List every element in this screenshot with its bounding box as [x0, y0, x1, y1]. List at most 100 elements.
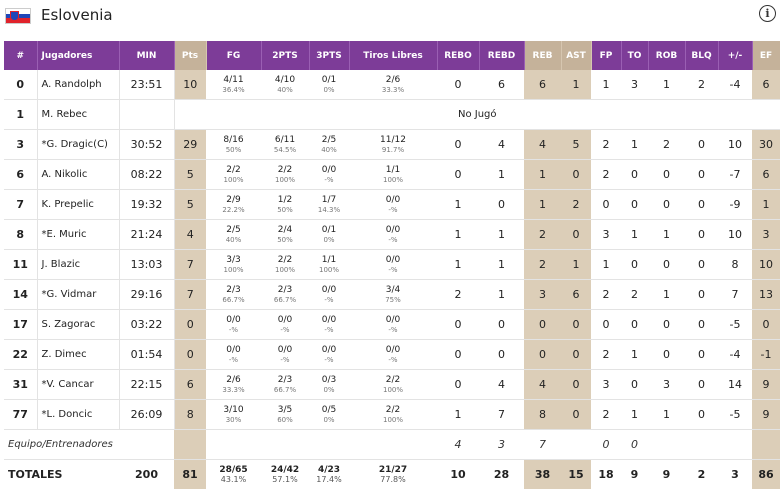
- stat-cell: 2: [591, 399, 621, 430]
- points-cell: 7: [174, 279, 206, 310]
- column-header[interactable]: TO: [621, 41, 649, 70]
- column-header[interactable]: FP: [591, 41, 622, 70]
- minutes-cell: 13:03: [119, 249, 175, 280]
- shooting-percentage: 100%: [274, 265, 295, 274]
- stat-cell: 1: [437, 219, 479, 250]
- made-attempted: 1/1: [385, 164, 401, 175]
- assists-cell: 1: [561, 70, 591, 100]
- shooting-percentage: 100%: [382, 175, 403, 184]
- column-header[interactable]: BLQ: [685, 41, 719, 70]
- column-header[interactable]: AST: [561, 41, 592, 70]
- shooting-percentage: 40%: [225, 235, 242, 244]
- player-number: 14: [4, 279, 38, 310]
- shooting-percentage: 100%: [274, 175, 295, 184]
- minutes-cell: [119, 99, 175, 130]
- column-header[interactable]: 3PTS: [309, 41, 350, 70]
- column-header[interactable]: +/-: [718, 41, 753, 70]
- table-row[interactable]: 7 K. Prepelic 19:32 5 2/9 22.2% 1/2 50% 1/7 14.3%…: [4, 189, 780, 220]
- column-header[interactable]: REBD: [479, 41, 525, 70]
- stat-cell: 3: [591, 369, 621, 400]
- player-number: 0: [4, 70, 38, 100]
- table-row[interactable]: 0 A. Randolph 23:51 10 4/11 36.4% 4/10 40% 0/1 0%…: [4, 70, 780, 100]
- column-header[interactable]: ROB: [648, 41, 686, 70]
- stat-cell: 0: [648, 159, 685, 190]
- stat-cell: 0: [621, 249, 648, 280]
- made-attempted: 0/0: [385, 224, 401, 235]
- minutes-cell: 30:52: [119, 129, 175, 160]
- shooting-cell: 8/16 50%: [206, 129, 261, 160]
- stat-cell: 0: [437, 309, 479, 340]
- made-attempted: 2/6: [226, 374, 241, 385]
- table-row[interactable]: 77 *L. Doncic 26:09 8 3/10 30% 3/5 60% 0/5 0% 2/2 1…: [4, 399, 780, 430]
- shooting-cell: 3/4 75%: [349, 279, 437, 310]
- made-attempted: 0/0: [385, 194, 401, 205]
- info-icon[interactable]: i: [759, 5, 776, 22]
- column-header[interactable]: #: [4, 41, 38, 70]
- stat-cell: [685, 429, 718, 460]
- team-name: Eslovenia: [41, 6, 113, 24]
- column-header[interactable]: Jugadores: [37, 41, 120, 70]
- stat-cell: -5: [718, 399, 752, 430]
- shooting-percentage: 60%: [277, 415, 293, 424]
- player-name: M. Rebec: [37, 99, 120, 130]
- points-cell: 6: [174, 369, 206, 400]
- stat-cell: 9: [621, 459, 648, 489]
- made-attempted: 1/2: [277, 194, 293, 205]
- shooting-cell: 2/5 40%: [206, 219, 261, 250]
- stat-cell: 1: [437, 189, 479, 220]
- shooting-cell: 2/6 33.3%: [206, 369, 261, 400]
- table-row[interactable]: 6 A. Nikolic 08:22 5 2/2 100% 2/2 100% 0/0 -% 1/1 1…: [4, 159, 780, 190]
- table-row[interactable]: 8 *E. Muric 21:24 4 2/5 40% 2/4 50% 0/1 0% 0/0 -% 1 1…: [4, 219, 780, 250]
- made-attempted: 2/2: [277, 254, 293, 265]
- made-attempted: 2/5: [321, 134, 337, 145]
- stat-cell: 4: [479, 369, 524, 400]
- table-row[interactable]: 17 S. Zagorac 03:22 0 0/0 -% 0/0 -% 0/0 -% 0/0 -% 0 0…: [4, 309, 780, 340]
- shooting-cell: 4/23 17.4%: [309, 459, 349, 489]
- shooting-cell: 2/2 100%: [349, 369, 437, 400]
- player-number: 6: [4, 159, 38, 190]
- shooting-percentage: 77.8%: [380, 474, 406, 484]
- shooting-cell: 0/0 -%: [349, 219, 437, 250]
- stat-cell: 0: [479, 309, 524, 340]
- stat-cell: 0: [685, 189, 718, 220]
- table-row[interactable]: 14 *G. Vidmar 29:16 7 2/3 66.7% 2/3 66.7% 0/0 -% 3…: [4, 279, 780, 310]
- shooting-percentage: -%: [388, 265, 398, 274]
- made-attempted: 2/4: [277, 224, 293, 235]
- assists-cell: 2: [561, 189, 591, 220]
- rebounds-cell: 2: [524, 219, 561, 250]
- stat-cell: 0: [479, 339, 524, 370]
- stat-cell: 14: [718, 369, 752, 400]
- column-header[interactable]: REB: [524, 41, 562, 70]
- stat-cell: 3: [591, 219, 621, 250]
- stat-cell: 0: [685, 369, 718, 400]
- made-attempted: 2/2: [277, 164, 293, 175]
- stat-cell: 0: [685, 219, 718, 250]
- column-header[interactable]: Tiros Libres: [349, 41, 438, 70]
- shooting-cell: 1/1 100%: [349, 159, 437, 190]
- shooting-cell: 0/1 0%: [309, 70, 349, 100]
- made-attempted: 0/0: [226, 344, 241, 355]
- player-name: Z. Dimec: [37, 339, 120, 370]
- stat-cell: 2: [648, 129, 685, 160]
- column-header[interactable]: MIN: [119, 41, 175, 70]
- shooting-percentage: 43.1%: [220, 474, 247, 484]
- column-header[interactable]: FG: [206, 41, 262, 70]
- table-row[interactable]: 22 Z. Dimec 01:54 0 0/0 -% 0/0 -% 0/0 -% 0/0 -% 0 0 0 0…: [4, 339, 780, 370]
- column-header[interactable]: 2PTS: [261, 41, 310, 70]
- points-cell: 7: [174, 249, 206, 280]
- column-header[interactable]: Pts: [174, 41, 207, 70]
- made-attempted: 0/1: [321, 224, 337, 235]
- table-row[interactable]: 1 M. Rebec No Jugó: [4, 99, 780, 130]
- efficiency-cell: 6: [752, 159, 780, 190]
- table-row[interactable]: 11 J. Blazic 13:03 7 3/3 100% 2/2 100% 1/1 100% 0/…: [4, 249, 780, 280]
- stat-cell: -7: [718, 159, 752, 190]
- table-row[interactable]: 31 *V. Cancar 22:15 6 2/6 33.3% 2/3 66.7% 0/3 0% 2…: [4, 369, 780, 400]
- stat-cell: 0: [648, 189, 685, 220]
- made-attempted: 0/0: [385, 314, 401, 325]
- column-header[interactable]: EF: [752, 41, 780, 70]
- column-header[interactable]: REBO: [437, 41, 480, 70]
- shooting-cell: 2/3 66.7%: [261, 279, 309, 310]
- table-row[interactable]: 3 *G. Dragic(C) 30:52 29 8/16 50% 6/11 54.5% 2/5…: [4, 129, 780, 160]
- stat-cell: 7: [718, 279, 752, 310]
- made-attempted: 24/42: [270, 464, 300, 475]
